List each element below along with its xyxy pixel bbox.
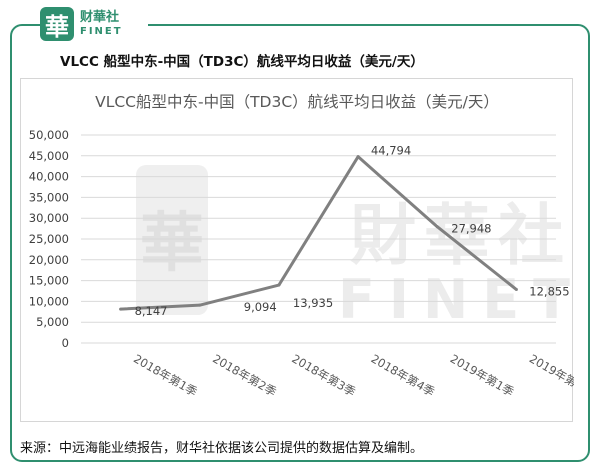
y-tick-label: 0 (62, 336, 69, 350)
watermark-en: FINET (338, 268, 574, 331)
data-label: 44,794 (371, 144, 411, 158)
watermark-char: 華 (140, 207, 204, 281)
y-tick-label: 15,000 (29, 274, 69, 288)
headline: VLCC 船型中东-中国（TD3C）航线平均日收益（美元/天） (60, 54, 424, 70)
data-point (119, 307, 123, 311)
data-label: 27,948 (451, 222, 491, 236)
y-tick-label: 50,000 (29, 128, 69, 142)
y-tick-label: 45,000 (29, 149, 69, 163)
x-tick-label: 2018年第1季 (131, 351, 200, 399)
data-point (514, 288, 518, 292)
x-tick-label: 2018年第4季 (369, 351, 438, 399)
brand-logo-icon: 華 (40, 7, 74, 41)
y-tick-label: 20,000 (29, 253, 69, 267)
y-tick-label: 10,000 (29, 294, 69, 308)
series-line (120, 155, 518, 311)
x-tick-label: 2018年第2季 (210, 351, 279, 399)
data-label: 13,935 (293, 296, 333, 310)
chart-title: VLCC船型中东-中国（TD3C）航线平均日收益（美元/天） (95, 93, 499, 111)
data-point (277, 283, 281, 287)
y-tick-label: 25,000 (29, 232, 69, 246)
data-point (356, 155, 360, 159)
brand-name-cn: 财華社 (80, 10, 120, 26)
x-tick-label: 2019年第2季 (527, 351, 574, 399)
data-label: 12,855 (529, 285, 569, 299)
y-tick-label: 35,000 (29, 190, 69, 204)
brand-name: 财華社 FINET (80, 10, 123, 37)
y-tick-label: 30,000 (29, 211, 69, 225)
brand-name-en: FINET (80, 25, 123, 37)
data-point (435, 225, 439, 229)
brand-logo: 華 财華社 FINET (40, 4, 148, 44)
chart-container: 華 財華社 FINET VLCC船型中东-中国（TD3C）航线平均日收益（美元/天） 0… (20, 78, 596, 422)
x-tick-label: 2018年第3季 (289, 351, 358, 399)
source-note: 来源：中远海能业绩报告，财华社依据该公司提供的数据估算及编制。 (20, 441, 424, 456)
data-point (198, 303, 202, 307)
watermark-cn: 財華社 (350, 197, 572, 274)
data-label: 9,094 (244, 300, 277, 314)
x-tick-label: 2019年第1季 (448, 351, 517, 399)
watermark-mark (136, 165, 208, 315)
data-label: 8,147 (135, 304, 168, 318)
y-tick-label: 40,000 (29, 170, 69, 184)
y-tick-label: 5,000 (36, 315, 69, 329)
